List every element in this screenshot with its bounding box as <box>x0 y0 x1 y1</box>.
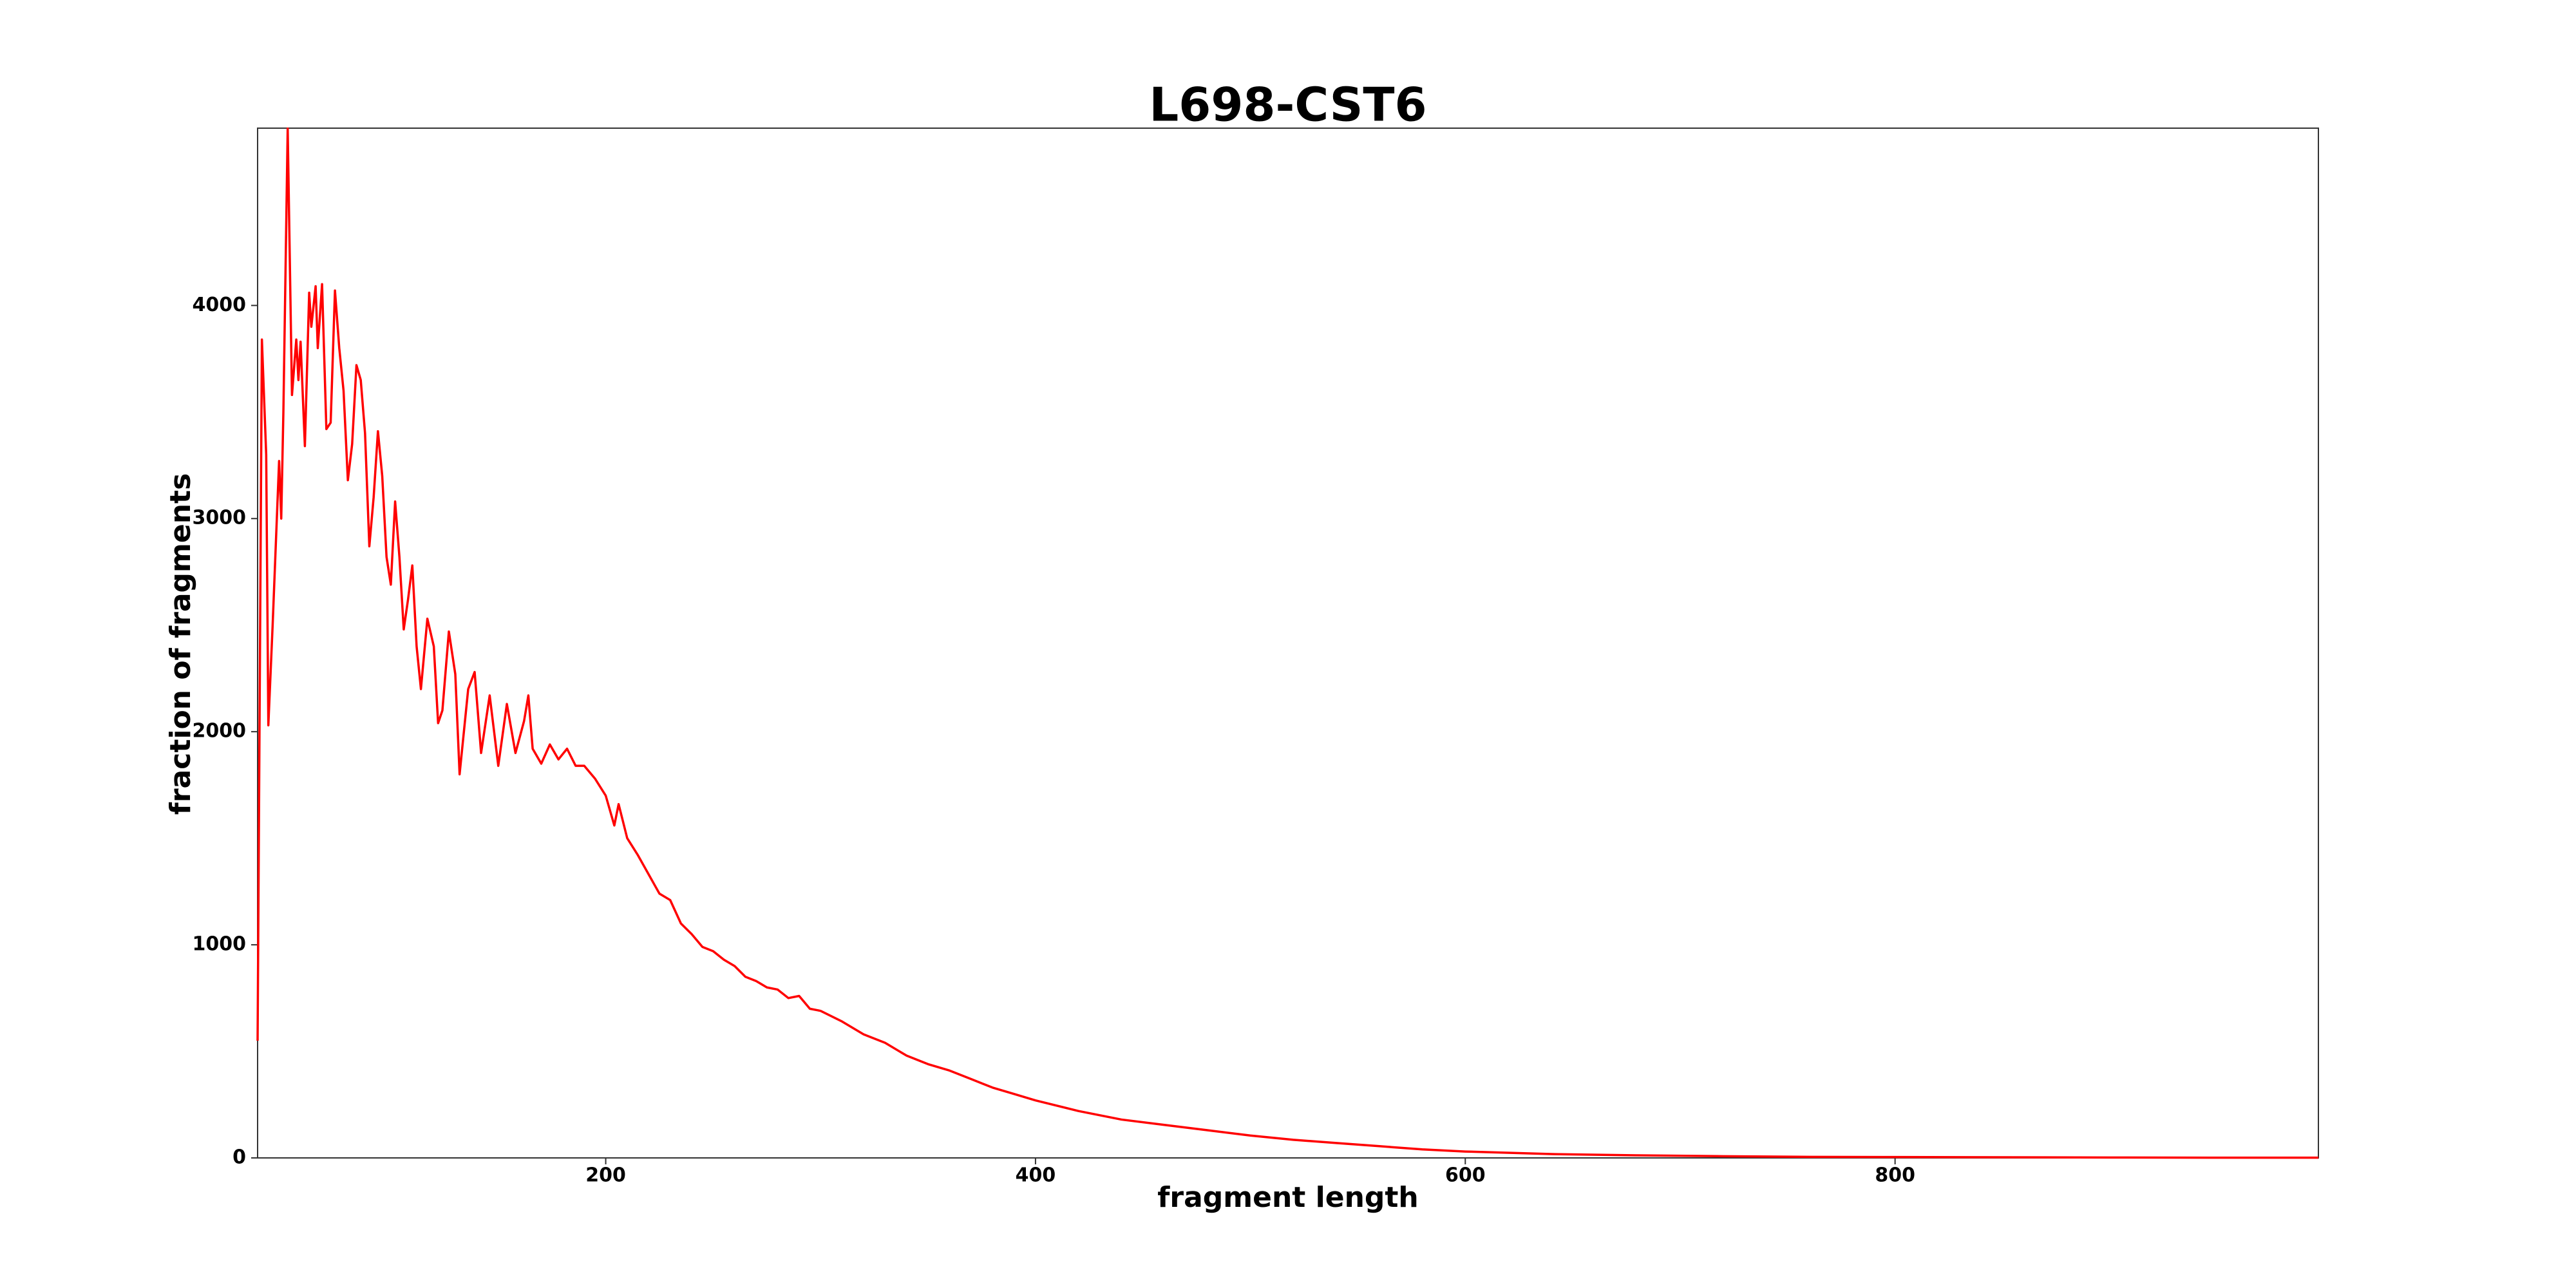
y-axis-label: fraction of fragments <box>164 473 197 815</box>
x-axis-label: fragment length <box>1157 1181 1419 1214</box>
x-tick-label: 200 <box>585 1164 626 1187</box>
chart-title: L698-CST6 <box>1149 78 1426 132</box>
x-tick-label: 400 <box>1016 1164 1056 1187</box>
y-tick-label: 4000 <box>193 294 247 316</box>
x-tick-label: 800 <box>1875 1164 1915 1187</box>
data-line <box>256 127 2318 1159</box>
plot-frame <box>257 128 2319 1159</box>
y-tick-label: 0 <box>232 1146 246 1169</box>
x-tick-label: 600 <box>1445 1164 1486 1187</box>
y-tick-label: 2000 <box>193 720 247 743</box>
y-tick-label: 3000 <box>193 507 247 529</box>
y-tick-label: 1000 <box>193 933 247 956</box>
